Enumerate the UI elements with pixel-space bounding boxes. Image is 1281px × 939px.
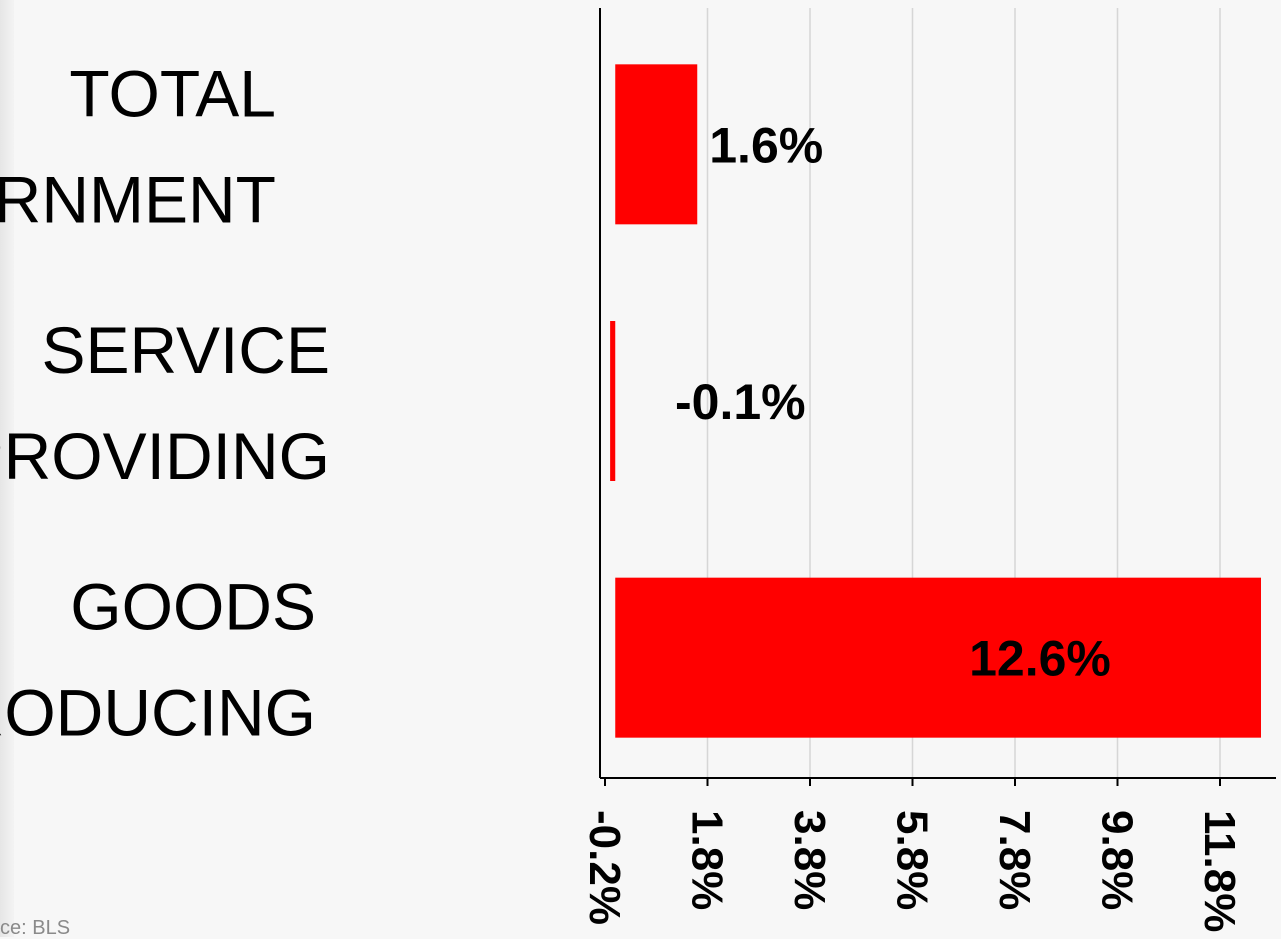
category-label-line: SERVICE [41, 313, 330, 387]
x-tick-label: 7.8% [990, 810, 1039, 910]
category-label-line: GOODS [70, 570, 316, 644]
category-labels: TOTAL GOVERNMENT SERVICE PROVIDING GOODS PROD… [0, 56, 330, 749]
data-label: -0.1% [675, 374, 806, 430]
x-tick-label: 11.8% [1195, 810, 1244, 932]
data-labels: 1.6% -0.1% 12.6% [675, 117, 1111, 686]
x-tick-label: 1.8% [683, 810, 732, 910]
data-label: 12.6% [969, 631, 1111, 687]
category-label-line: TOTAL [69, 56, 276, 130]
category-label: SERVICE PROVIDING [0, 313, 330, 493]
category-label-line: PROVIDING [0, 419, 330, 493]
x-tick-label: 9.8% [1093, 810, 1142, 910]
category-label-line: PRODUCING [0, 676, 316, 750]
data-label: 1.6% [709, 117, 823, 173]
tick-labels: -0.2% 1.8% 3.8% 5.8% 7.8% 9.8% 11.8% [580, 810, 1244, 932]
bars [610, 64, 1261, 738]
category-label: TOTAL GOVERNMENT [0, 56, 276, 236]
bar [615, 577, 1261, 738]
x-tick-label: 5.8% [888, 810, 937, 910]
left-edge-strip [0, 0, 14, 937]
source-note: ce: BLS [0, 917, 71, 939]
x-tick-label: 3.8% [785, 810, 834, 910]
bar [615, 64, 698, 225]
bar [610, 321, 616, 481]
axes [599, 8, 1276, 786]
x-tick-label: -0.2% [580, 810, 629, 925]
category-label: GOODS PRODUCING [0, 570, 316, 750]
category-label-line: GOVERNMENT [0, 162, 276, 236]
